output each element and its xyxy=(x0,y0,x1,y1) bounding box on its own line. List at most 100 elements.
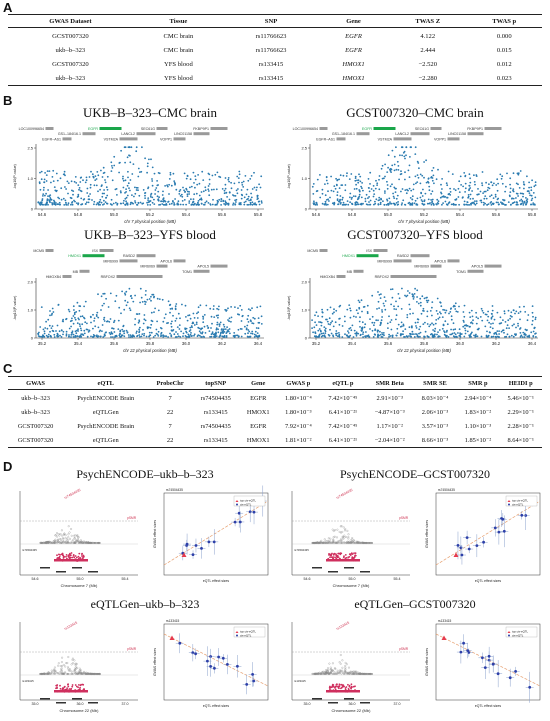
snp-point xyxy=(237,177,240,179)
gwas-point xyxy=(74,664,77,667)
gene-label: VOPP1 xyxy=(434,137,446,141)
snp-point xyxy=(92,313,94,316)
snp-point xyxy=(240,309,243,311)
snp-point xyxy=(314,314,316,317)
gwas-point xyxy=(83,541,86,544)
snp-point xyxy=(519,192,522,195)
snp-point xyxy=(202,315,204,318)
snp-point xyxy=(133,195,135,198)
legend-label: cis-eQTL xyxy=(240,503,252,507)
snp-point xyxy=(496,198,499,201)
snp-point xyxy=(153,198,155,201)
snp-point xyxy=(465,203,468,206)
snp-point xyxy=(420,199,423,201)
eqtl-point xyxy=(330,553,333,556)
gwas-point xyxy=(317,672,319,675)
snp-point xyxy=(74,330,77,333)
snp-point xyxy=(224,201,227,204)
y-tick-label: 1.0 xyxy=(27,176,33,181)
snp-point xyxy=(51,307,54,310)
legend-top-marker xyxy=(507,500,511,502)
gwas-point xyxy=(329,666,332,669)
gwas-point xyxy=(57,664,60,667)
snp-point xyxy=(404,294,406,297)
snp-point xyxy=(318,334,320,337)
gwas-point xyxy=(351,673,354,675)
snp-point xyxy=(512,197,515,200)
table-row: ukb–b–323 PsychENCODE Brain 7 rs74504435 EGF… xyxy=(8,390,542,406)
snp-point xyxy=(184,304,187,307)
snp-point xyxy=(228,320,231,323)
snp-point xyxy=(324,200,327,203)
snp-point xyxy=(230,181,233,184)
table-cell: GCST007320 xyxy=(52,32,89,40)
snp-point xyxy=(355,183,357,186)
snp-point xyxy=(446,184,449,187)
snp-point xyxy=(40,170,43,173)
x-tick-label: 36.4 xyxy=(528,341,537,346)
eqtl-bar xyxy=(326,559,360,562)
gwas-point xyxy=(336,669,339,672)
snp-point xyxy=(425,299,428,302)
eqtl-probe-label: rs74504435 xyxy=(294,548,309,552)
x-tick-label: 35.2 xyxy=(312,341,321,346)
snp-point xyxy=(157,309,160,312)
snp-point xyxy=(176,326,179,328)
snp-point xyxy=(322,332,325,335)
snp-point xyxy=(526,335,529,338)
gene-box xyxy=(353,269,364,273)
gwas-point xyxy=(338,672,341,675)
y-tick-label: 0 xyxy=(305,336,308,341)
snp-point xyxy=(165,203,168,205)
snp-point xyxy=(223,189,226,192)
gwas-point xyxy=(79,669,82,671)
snp-point xyxy=(132,163,135,165)
snp-point xyxy=(358,173,360,176)
snp-point xyxy=(376,308,378,310)
gene-segment xyxy=(72,698,82,700)
gwas-point xyxy=(90,542,93,544)
snp-point xyxy=(476,193,479,196)
snp-point xyxy=(157,335,160,337)
snp-point xyxy=(204,189,207,192)
snp-point xyxy=(213,316,216,318)
snp-point xyxy=(346,172,348,175)
eqtl-point xyxy=(71,684,74,686)
effect-point xyxy=(206,659,209,663)
eqtl-point xyxy=(343,555,345,558)
gwas-point xyxy=(47,672,50,675)
snp-point xyxy=(382,302,385,305)
snp-point xyxy=(382,332,385,334)
gwas-point xyxy=(51,670,54,673)
snp-point xyxy=(464,329,467,332)
snp-point xyxy=(134,200,136,202)
snp-point xyxy=(47,335,50,338)
gwas-point xyxy=(328,672,331,675)
snp-point xyxy=(138,319,141,322)
snp-point xyxy=(390,202,393,205)
snp-point xyxy=(244,175,247,177)
gwas-point xyxy=(43,673,46,675)
snp-point xyxy=(446,329,448,332)
snp-point xyxy=(532,315,534,318)
snp-point xyxy=(236,192,239,195)
snp-point xyxy=(524,311,527,313)
snp-point xyxy=(502,198,504,201)
snp-point xyxy=(315,335,318,337)
table-cell: 0.015 xyxy=(496,46,512,54)
gwas-point xyxy=(41,673,43,675)
table-cell: ukb–b–323 xyxy=(21,394,50,402)
gene-segment xyxy=(40,698,50,700)
snp-point xyxy=(93,203,95,206)
snp-point xyxy=(113,164,116,167)
snp-point xyxy=(196,335,199,338)
snp-point xyxy=(404,204,407,206)
snp-point xyxy=(249,309,252,312)
snp-point xyxy=(219,321,222,324)
gwas-point xyxy=(332,538,335,541)
gwas-point xyxy=(85,541,88,543)
snp-point xyxy=(164,313,167,316)
snp-point xyxy=(468,204,471,206)
gene-box xyxy=(356,132,370,136)
snp-point xyxy=(138,330,141,332)
